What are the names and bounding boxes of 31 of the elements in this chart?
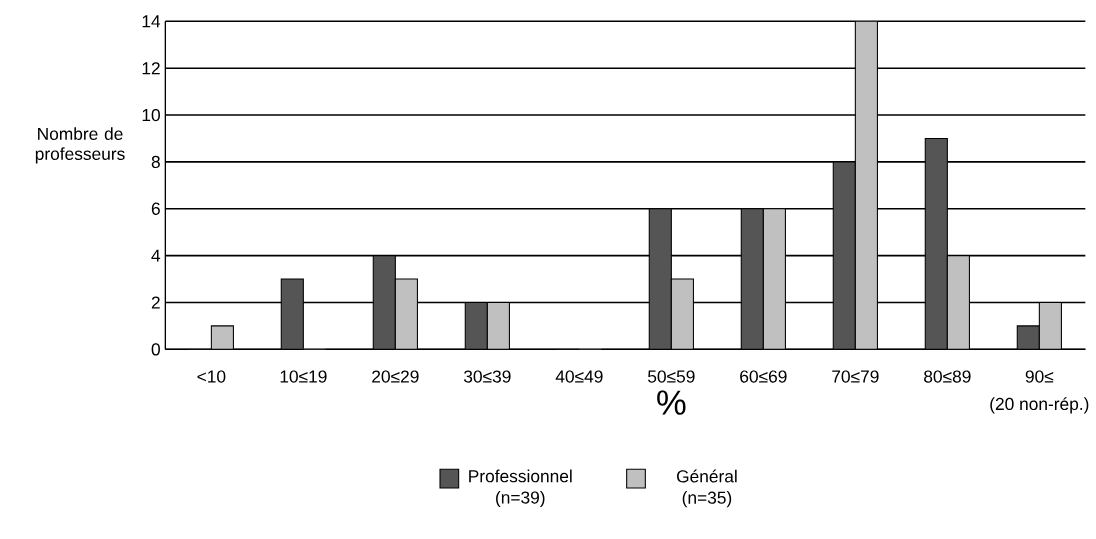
- legend-label: Professionnel (n=39): [469, 469, 572, 508]
- x-tick-label: 90≤: [1025, 370, 1054, 383]
- y-tick-label: 14: [142, 15, 161, 28]
- bar: [372, 255, 396, 350]
- x-tick-label: 40≤49: [555, 370, 603, 383]
- x-axis-title: %: [657, 390, 686, 415]
- legend-label: Général (n=35): [676, 469, 737, 508]
- bar: [832, 161, 856, 350]
- bar: [280, 278, 304, 350]
- x-tick-label: 10≤19: [280, 370, 327, 383]
- y-tick-label: 10: [142, 109, 160, 122]
- x-tick-label: <10: [197, 370, 226, 383]
- text: (20 non-rép.): [990, 397, 1089, 414]
- y-tick-label: 4: [151, 249, 161, 262]
- x-tick-label: 30≤39: [463, 370, 511, 383]
- bar: [924, 138, 948, 350]
- y-tick-label: 8: [151, 155, 160, 169]
- y-tick-label: 0: [151, 343, 160, 356]
- x-tick-label: 80≤89: [924, 370, 971, 383]
- x-tick-label: 50≤59: [647, 370, 695, 383]
- x-tick-label: 70≤79: [832, 370, 879, 383]
- y-tick-label: 2: [151, 296, 160, 309]
- y-tick-label: 6: [151, 202, 160, 216]
- bar: [464, 302, 488, 350]
- x-tick-label: 60≤69: [740, 370, 787, 383]
- bar: [648, 208, 672, 350]
- x-tick-label: 20≤29: [372, 370, 419, 383]
- y-axis-title: Nombre de professeurs: [35, 127, 125, 164]
- bar: [740, 208, 764, 350]
- bar: [210, 325, 234, 350]
- y-tick-label: 12: [142, 62, 160, 75]
